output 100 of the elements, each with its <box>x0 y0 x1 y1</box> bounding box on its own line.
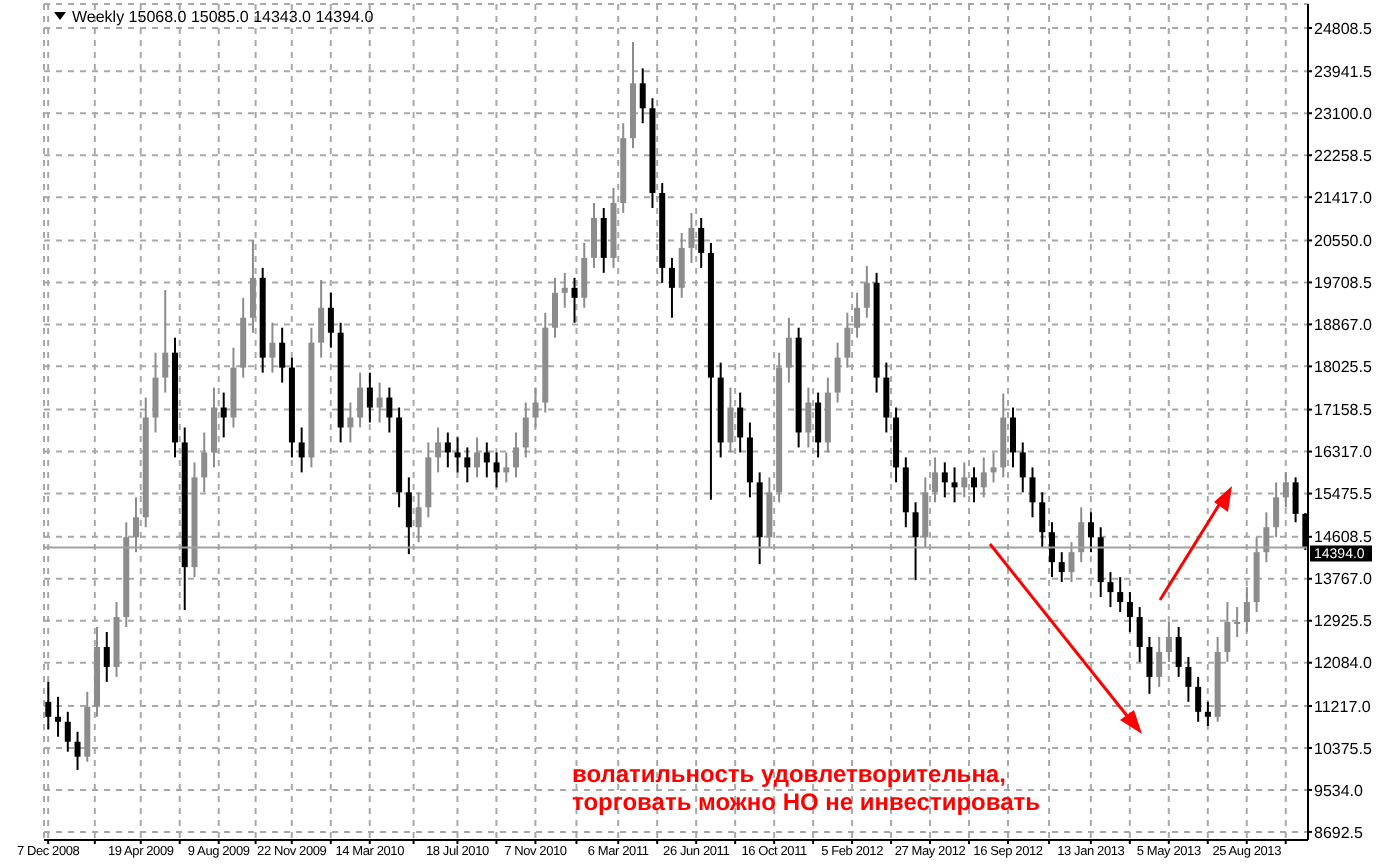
candlestick <box>815 391 822 459</box>
y-tick-label: 12925.5 <box>1314 612 1373 631</box>
candlestick <box>532 386 539 429</box>
candlestick <box>766 476 773 549</box>
candlestick <box>902 456 909 529</box>
candlestick <box>600 207 607 274</box>
candlestick <box>698 216 705 269</box>
y-tick-label: 14608.5 <box>1314 528 1373 547</box>
y-tick-label: 8692.5 <box>1314 823 1365 842</box>
candlestick <box>737 391 744 454</box>
candlestick <box>668 256 675 319</box>
candlestick <box>1234 606 1241 638</box>
candlestick <box>922 476 929 549</box>
candlestick <box>1185 655 1192 703</box>
candlestick <box>727 386 734 454</box>
candlestick <box>971 466 978 504</box>
candlestick <box>503 451 510 484</box>
candlestick <box>1087 511 1094 554</box>
y-tick-label: 17158.5 <box>1314 401 1373 420</box>
y-tick-label: 11217.0 <box>1314 697 1372 716</box>
candlestick <box>327 291 334 349</box>
y-tick-label: 20550.0 <box>1314 232 1373 251</box>
candlestick <box>298 426 305 474</box>
candlestick <box>1156 635 1163 688</box>
candlestick <box>805 386 812 449</box>
candlestick <box>1136 606 1143 663</box>
candlestick <box>1048 521 1055 579</box>
candlestick <box>883 361 890 434</box>
candlestick <box>435 426 442 474</box>
candlestick <box>1224 601 1231 663</box>
candlestick <box>474 436 481 479</box>
y-tick-label: 13767.0 <box>1314 570 1373 589</box>
candlestick <box>210 386 217 469</box>
candlestick <box>220 391 227 439</box>
candlestick <box>688 212 695 264</box>
candlestick <box>513 431 520 479</box>
candlestick <box>1126 591 1133 633</box>
candlestick <box>522 401 529 459</box>
candlestick <box>1107 571 1114 609</box>
candlestick <box>961 461 968 499</box>
candlestick <box>561 271 568 309</box>
candlestick <box>376 381 383 424</box>
candlestick <box>162 289 169 394</box>
candlestick <box>1039 491 1046 549</box>
y-tick-label: 16317.0 <box>1314 443 1373 462</box>
candlestick <box>103 631 110 683</box>
candlestick <box>386 386 393 434</box>
y-tick-label: 19708.5 <box>1314 274 1373 293</box>
candlestick <box>941 461 948 499</box>
candlestick <box>1273 481 1280 539</box>
candlestick <box>464 446 471 484</box>
candlestick <box>483 441 490 479</box>
candlestick <box>1097 526 1104 599</box>
candlestick <box>980 456 987 499</box>
candlestick <box>454 436 461 474</box>
candlestick <box>1146 635 1153 695</box>
y-tick-label: 23100.0 <box>1314 104 1373 123</box>
y-tick-label: 15475.5 <box>1314 485 1373 504</box>
annotation: волатильность удовлетворительна, <box>572 760 1008 788</box>
candlestick <box>1175 626 1182 678</box>
y-tick-label: 12084.0 <box>1314 654 1373 673</box>
candlestick <box>1204 700 1211 727</box>
candlestick <box>415 491 422 544</box>
candlestick <box>444 431 451 469</box>
candlestick <box>571 276 578 324</box>
candlestick <box>1029 466 1036 519</box>
candlestick <box>1078 506 1085 564</box>
candlestick <box>1010 406 1017 469</box>
candlestick <box>133 496 139 554</box>
candlestick <box>591 202 597 269</box>
candlestick <box>1292 476 1299 524</box>
y-tick-label: 18025.5 <box>1314 358 1373 377</box>
candlestick <box>152 351 159 434</box>
candlestick <box>1117 576 1124 614</box>
candlestick <box>55 695 62 738</box>
candlestick <box>912 501 919 582</box>
y-tick-label: 9534.0 <box>1314 781 1365 800</box>
y-tick-label: 24808.5 <box>1314 19 1373 38</box>
candlestick <box>581 241 588 309</box>
candlestick <box>279 326 286 384</box>
candlestick <box>951 466 958 504</box>
candlestick <box>844 311 851 369</box>
candlestick <box>863 264 870 319</box>
y-tick-label: 22258.5 <box>1314 146 1373 165</box>
candlestick <box>64 710 71 753</box>
candlestick <box>1243 586 1250 633</box>
candlestick <box>493 451 500 489</box>
y-tick-label: 10375.5 <box>1314 739 1373 758</box>
candlestick <box>269 321 276 374</box>
candlestick <box>1195 675 1202 723</box>
candlestick <box>785 316 792 384</box>
candlestick <box>834 341 841 404</box>
candlestick <box>201 431 208 494</box>
candlestick <box>1263 511 1270 564</box>
candlestick <box>1282 471 1289 509</box>
candlestick <box>552 276 559 339</box>
candlestick <box>990 451 997 484</box>
y-tick-label: 21417.0 <box>1314 188 1373 207</box>
candlestick <box>746 421 753 499</box>
y-tick-label: 23941.5 <box>1314 62 1373 81</box>
